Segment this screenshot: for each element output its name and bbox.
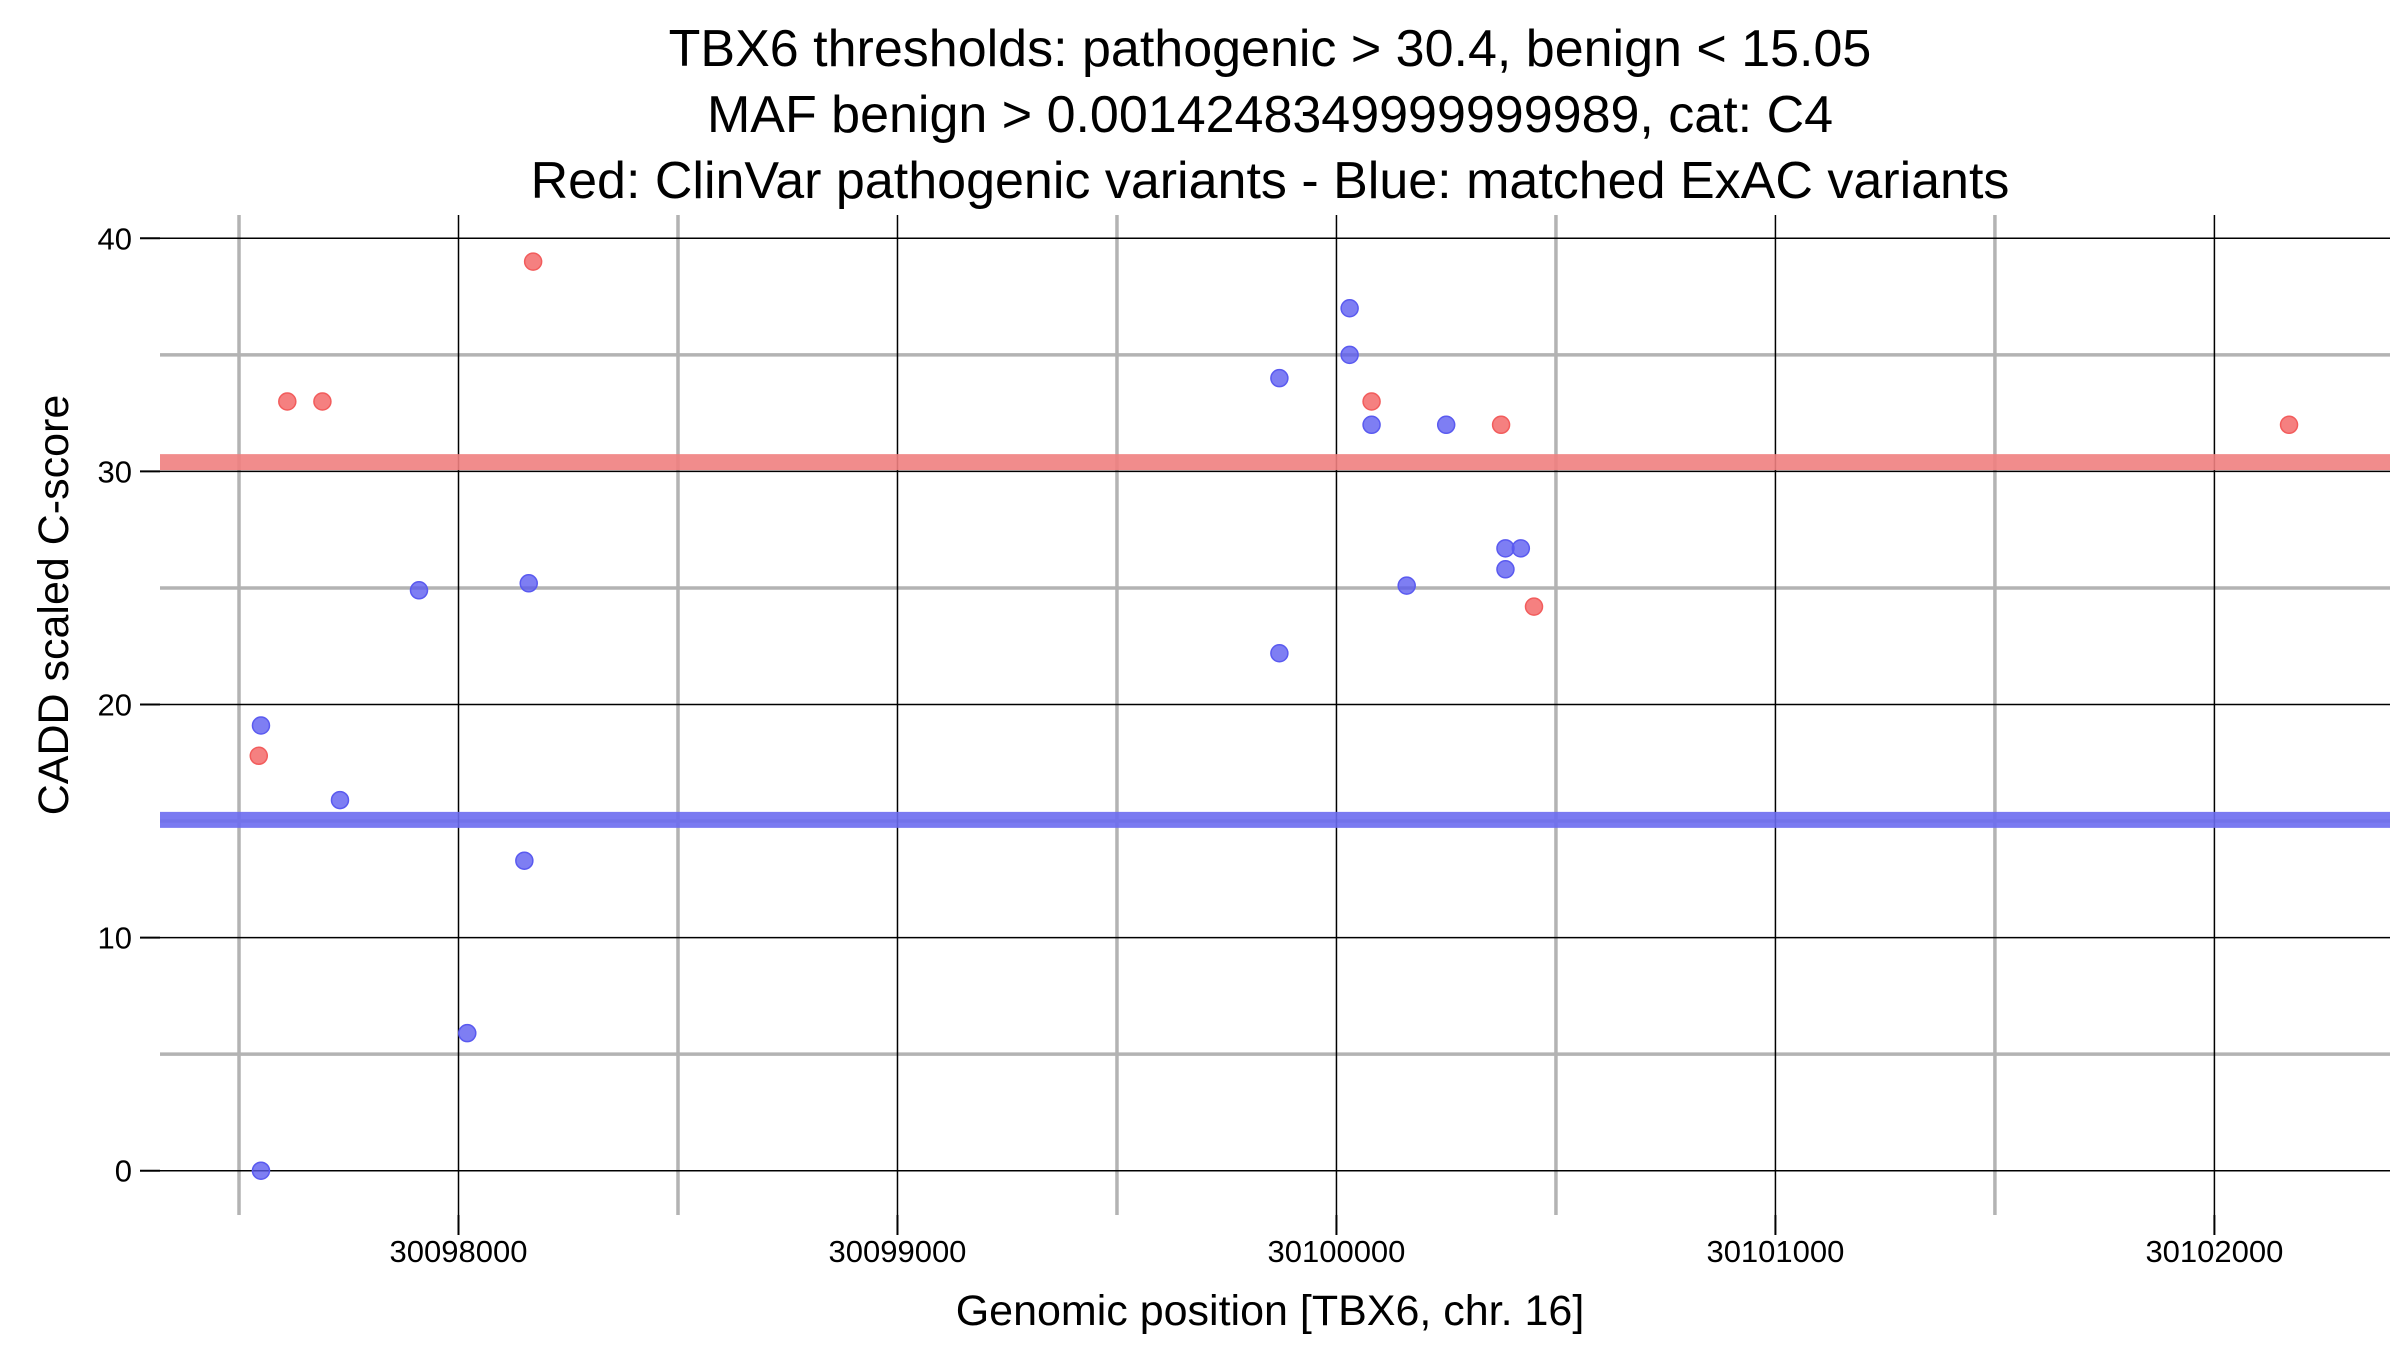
x-tick-label: 30098000 <box>390 1234 528 1269</box>
title-line-1: TBX6 thresholds: pathogenic > 30.4, beni… <box>669 20 1872 78</box>
exac-point <box>1436 415 1456 435</box>
x-tick-label: 30099000 <box>829 1234 967 1269</box>
exac-point <box>409 581 429 600</box>
clinvar-point <box>1362 392 1381 411</box>
exac-point <box>1362 415 1381 435</box>
exac-point <box>1270 368 1289 388</box>
exac-point <box>330 790 350 810</box>
chart-title: TBX6 thresholds: pathogenic > 30.4, beni… <box>531 20 2010 210</box>
y-tick-label: 0 <box>115 1154 132 1189</box>
data-points <box>249 252 2299 1180</box>
y-tick-label: 40 <box>98 221 132 256</box>
exac-point <box>1340 345 1359 365</box>
x-tick-label: 30100000 <box>1267 1234 1405 1269</box>
exac-point <box>1511 539 1531 558</box>
clinvar-point <box>1524 597 1544 616</box>
clinvar-point <box>249 746 269 766</box>
x-tick-label: 30101000 <box>1706 1234 1844 1269</box>
clinvar-point <box>1491 415 1511 435</box>
x-tick-label: 30102000 <box>2145 1234 2283 1269</box>
y-tick-label: 20 <box>98 688 132 723</box>
exac-point <box>1496 560 1515 579</box>
y-axis: 0 10 20 30 40 <box>98 221 160 1189</box>
clinvar-point <box>278 392 297 411</box>
clinvar-point <box>313 392 332 411</box>
clinvar-point <box>2279 415 2299 435</box>
exac-point <box>519 574 538 593</box>
exac-point <box>1270 643 1289 663</box>
title-line-2: MAF benign > 0.0014248349999999989, cat:… <box>707 86 1833 144</box>
threshold-lines <box>160 454 2390 828</box>
x-axis: 30098000 30099000 30100000 30101000 30102000 <box>390 1215 2283 1269</box>
y-axis-title: CADD scaled C-score <box>30 395 78 816</box>
y-tick-label: 10 <box>98 921 132 956</box>
exac-point <box>458 1023 477 1043</box>
title-line-3: Red: ClinVar pathogenic variants - Blue:… <box>531 152 2010 210</box>
minor-grid <box>160 215 2390 1215</box>
exac-point <box>251 1161 271 1180</box>
exac-point <box>1340 298 1359 318</box>
x-axis-title: Genomic position [TBX6, chr. 16] <box>956 1287 1585 1335</box>
clinvar-point <box>523 252 543 271</box>
exac-point <box>1397 576 1416 595</box>
exac-point <box>515 851 534 870</box>
y-tick-label: 30 <box>98 454 132 489</box>
major-grid <box>160 215 2390 1215</box>
exac-point <box>1496 539 1515 558</box>
exac-point <box>251 716 271 735</box>
